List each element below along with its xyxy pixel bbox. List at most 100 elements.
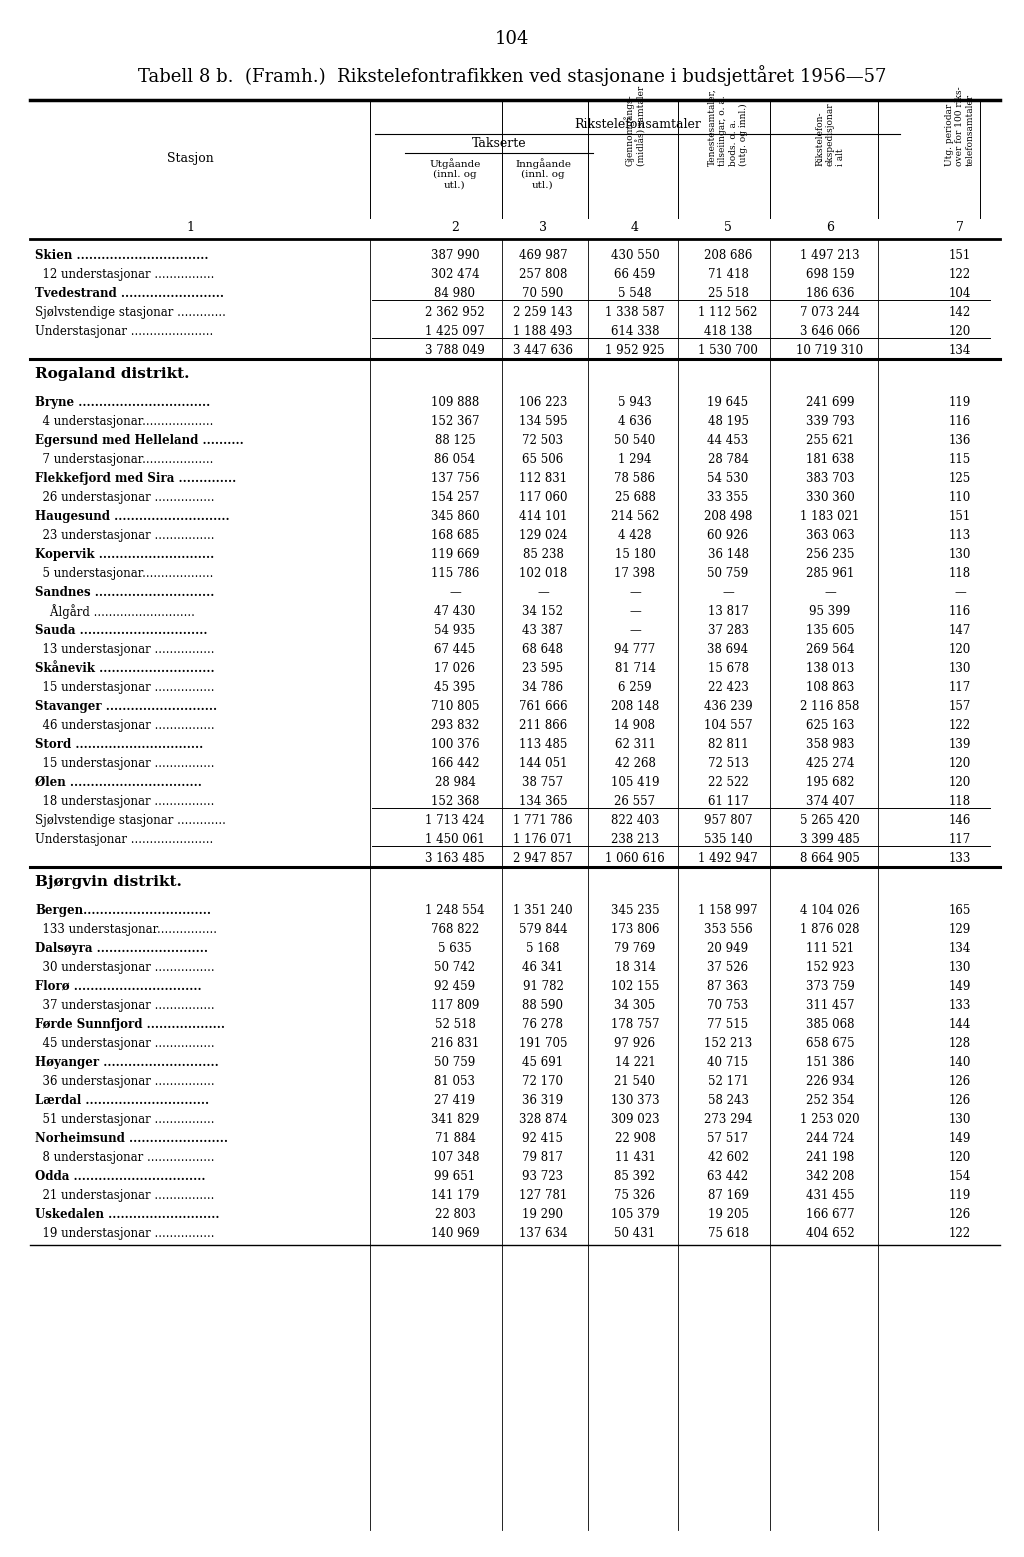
Text: 130: 130	[949, 1113, 971, 1126]
Text: 2 362 952: 2 362 952	[425, 305, 484, 319]
Text: Bryne ................................: Bryne ................................	[35, 395, 210, 409]
Text: 52 171: 52 171	[708, 1074, 749, 1088]
Text: 154: 154	[949, 1169, 971, 1183]
Text: 78 586: 78 586	[614, 472, 655, 484]
Text: 345 860: 345 860	[431, 509, 479, 523]
Text: Tabell 8 b.  (Framh.)  Rikstelefontrafikken ved stasjonane i budsjettåret 1956—5: Tabell 8 b. (Framh.) Rikstelefontrafikke…	[138, 65, 886, 86]
Text: 7 073 244: 7 073 244	[800, 305, 860, 319]
Text: 75 618: 75 618	[708, 1227, 749, 1239]
Text: 430 550: 430 550	[610, 249, 659, 262]
Text: 1 351 240: 1 351 240	[513, 905, 572, 917]
Text: 45 395: 45 395	[434, 680, 475, 694]
Text: 85 238: 85 238	[522, 548, 563, 561]
Text: 113: 113	[949, 529, 971, 542]
Text: 152 367: 152 367	[431, 414, 479, 428]
Text: 208 498: 208 498	[703, 509, 753, 523]
Text: 579 844: 579 844	[519, 923, 567, 936]
Text: Sjølvstendige stasjonar .............: Sjølvstendige stasjonar .............	[35, 305, 226, 319]
Text: 226 934: 226 934	[806, 1074, 854, 1088]
Text: 40 715: 40 715	[708, 1056, 749, 1070]
Text: Høyanger ............................: Høyanger ............................	[35, 1056, 219, 1070]
Text: 3 646 066: 3 646 066	[800, 325, 860, 338]
Text: 330 360: 330 360	[806, 490, 854, 504]
Text: Bjørgvin distrikt.: Bjørgvin distrikt.	[35, 875, 182, 889]
Text: 117: 117	[949, 833, 971, 845]
Text: 173 806: 173 806	[610, 923, 659, 936]
Text: 44 453: 44 453	[708, 434, 749, 447]
Text: 134 595: 134 595	[519, 414, 567, 428]
Text: 1 183 021: 1 183 021	[801, 509, 860, 523]
Text: 36 319: 36 319	[522, 1095, 563, 1107]
Text: 87 169: 87 169	[708, 1190, 749, 1202]
Text: 122: 122	[949, 719, 971, 732]
Text: 63 442: 63 442	[708, 1169, 749, 1183]
Text: 68 648: 68 648	[522, 643, 563, 655]
Text: 58 243: 58 243	[708, 1095, 749, 1107]
Text: 104: 104	[949, 286, 971, 301]
Text: Rogaland distrikt.: Rogaland distrikt.	[35, 366, 189, 380]
Text: 166 442: 166 442	[431, 757, 479, 769]
Text: 5 943: 5 943	[618, 395, 652, 409]
Text: 418 138: 418 138	[703, 325, 752, 338]
Text: 1 158 997: 1 158 997	[698, 905, 758, 917]
Text: 157: 157	[949, 701, 971, 713]
Text: 52 518: 52 518	[434, 1018, 475, 1031]
Text: 66 459: 66 459	[614, 268, 655, 280]
Text: 293 832: 293 832	[431, 719, 479, 732]
Text: 186 636: 186 636	[806, 286, 854, 301]
Text: 146: 146	[949, 814, 971, 827]
Text: 20 949: 20 949	[708, 942, 749, 954]
Text: Norheimsund ........................: Norheimsund ........................	[35, 1132, 228, 1144]
Text: 4 understasjonar...................: 4 understasjonar...................	[35, 414, 213, 428]
Text: Bergen...............................: Bergen...............................	[35, 905, 211, 917]
Text: —: —	[538, 585, 549, 599]
Text: 625 163: 625 163	[806, 719, 854, 732]
Text: 88 590: 88 590	[522, 1000, 563, 1012]
Text: 154 257: 154 257	[431, 490, 479, 504]
Text: 51 understasjonar ................: 51 understasjonar ................	[35, 1113, 214, 1126]
Text: 7: 7	[956, 221, 964, 234]
Text: 30 understasjonar ................: 30 understasjonar ................	[35, 961, 215, 973]
Text: Takserte: Takserte	[472, 137, 526, 149]
Text: 82 811: 82 811	[708, 738, 749, 750]
Text: 140 969: 140 969	[431, 1227, 479, 1239]
Text: 761 666: 761 666	[519, 701, 567, 713]
Text: 21 understasjonar ................: 21 understasjonar ................	[35, 1190, 214, 1202]
Text: 469 987: 469 987	[519, 249, 567, 262]
Text: 117 809: 117 809	[431, 1000, 479, 1012]
Text: 79 817: 79 817	[522, 1151, 563, 1165]
Text: 341 829: 341 829	[431, 1113, 479, 1126]
Text: 17 026: 17 026	[434, 662, 475, 674]
Text: 140: 140	[949, 1056, 971, 1070]
Text: 111 521: 111 521	[806, 942, 854, 954]
Text: 134: 134	[949, 344, 971, 357]
Text: 1 253 020: 1 253 020	[800, 1113, 860, 1126]
Text: 77 515: 77 515	[708, 1018, 749, 1031]
Text: 6 259: 6 259	[618, 680, 652, 694]
Text: 37 understasjonar ................: 37 understasjonar ................	[35, 1000, 215, 1012]
Text: —: —	[722, 585, 734, 599]
Text: 104 557: 104 557	[703, 719, 753, 732]
Text: 614 338: 614 338	[610, 325, 659, 338]
Text: 7 understasjonar...................: 7 understasjonar...................	[35, 453, 213, 466]
Text: 122: 122	[949, 268, 971, 280]
Text: Skånevik ............................: Skånevik ............................	[35, 662, 215, 674]
Text: Utgåande
(innl. og
utl.): Utgåande (innl. og utl.)	[429, 157, 480, 190]
Text: 191 705: 191 705	[519, 1037, 567, 1049]
Text: 1: 1	[186, 221, 194, 234]
Text: 139: 139	[949, 738, 971, 750]
Text: 126: 126	[949, 1074, 971, 1088]
Text: 1 713 424: 1 713 424	[425, 814, 484, 827]
Text: 4 428: 4 428	[618, 529, 651, 542]
Text: 353 556: 353 556	[703, 923, 753, 936]
Text: 112 831: 112 831	[519, 472, 567, 484]
Text: 138 013: 138 013	[806, 662, 854, 674]
Text: 88 125: 88 125	[434, 434, 475, 447]
Text: 241 699: 241 699	[806, 395, 854, 409]
Text: 100 376: 100 376	[431, 738, 479, 750]
Text: 85 392: 85 392	[614, 1169, 655, 1183]
Text: 120: 120	[949, 643, 971, 655]
Text: Tvedestrand .........................: Tvedestrand .........................	[35, 286, 224, 301]
Text: 91 782: 91 782	[522, 979, 563, 993]
Text: Gjennomgångs-
(midlås) samtaler: Gjennomgångs- (midlås) samtaler	[624, 86, 646, 167]
